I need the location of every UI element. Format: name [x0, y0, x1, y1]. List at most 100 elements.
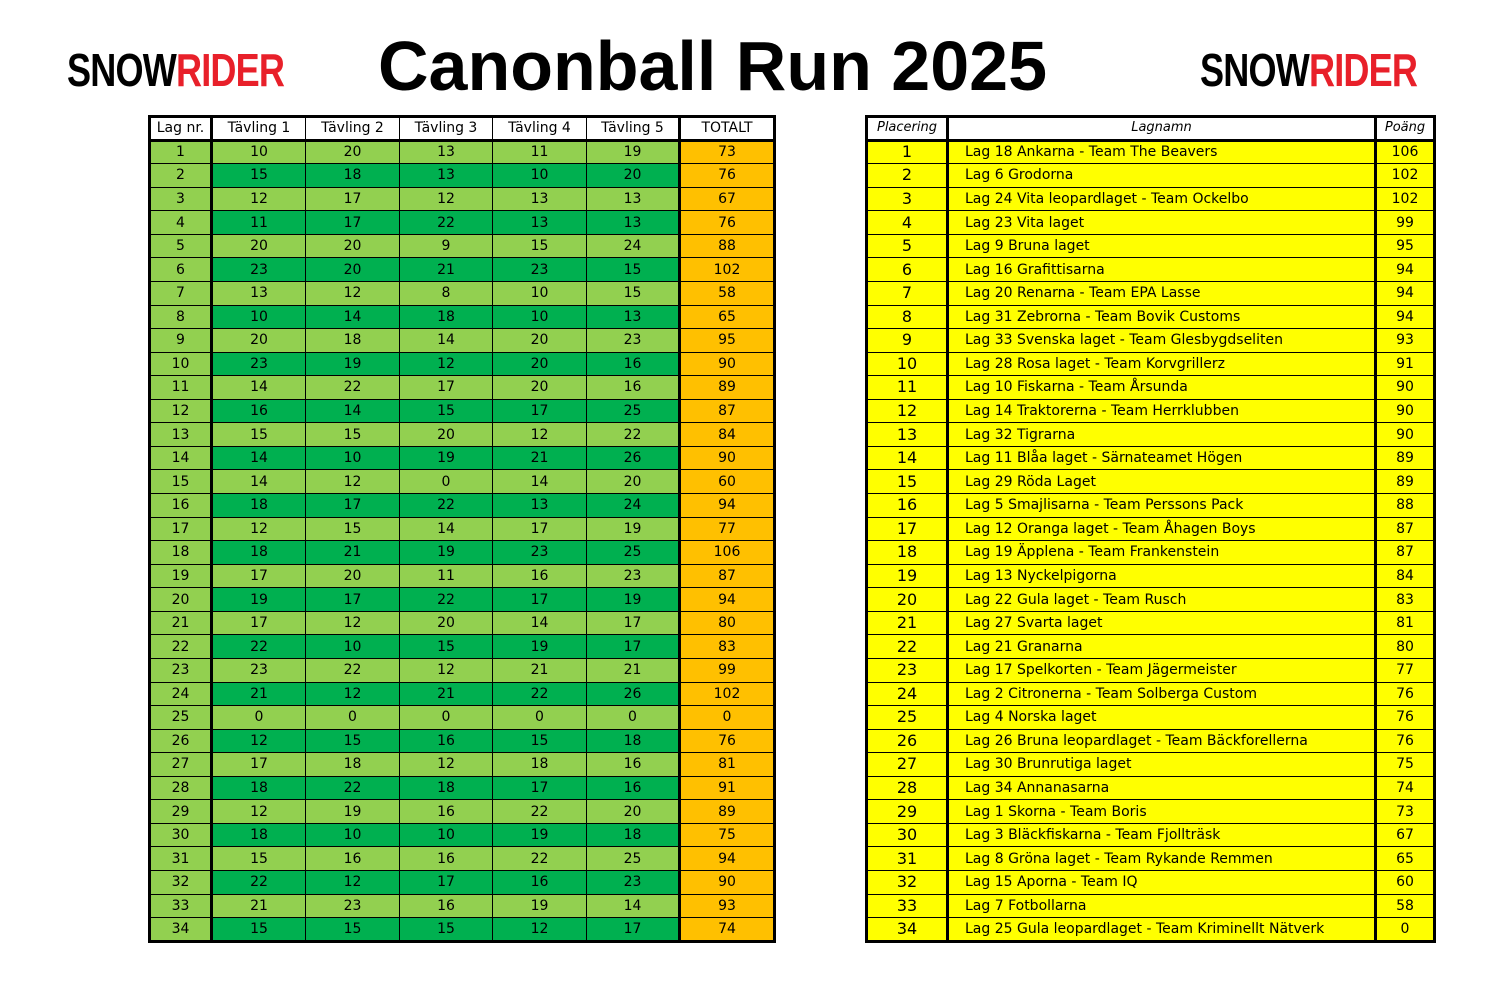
team-number: 20 — [149, 587, 213, 612]
team-name-cell: Lag 17 Spelkorten - Team Jägermeister — [947, 657, 1376, 683]
team-number: 27 — [149, 752, 213, 777]
total-cell: 80 — [678, 610, 775, 636]
snowrider-logo-right: SNOWRIDER — [1200, 44, 1418, 97]
team-name-cell: Lag 13 Nyckelpigorna — [947, 563, 1376, 589]
score-cell: 18 — [399, 775, 493, 801]
total-cell: 90 — [678, 445, 775, 471]
score-cell: 12 — [399, 752, 493, 777]
table-row: 14 Lag 11 Blåa laget - Särnateamet Högen 8… — [866, 445, 1435, 471]
points-cell: 93 — [1374, 328, 1435, 353]
placement-cell: 6 — [866, 257, 949, 282]
score-cell: 19 — [586, 139, 680, 165]
score-cell: 16 — [492, 870, 587, 895]
score-cell: 16 — [399, 799, 493, 824]
column-header: Tävling 1 — [211, 116, 306, 142]
snowrider-logo-left: SNOWRIDER — [67, 44, 285, 97]
score-cell: 22 — [492, 681, 587, 707]
score-cell: 19 — [305, 351, 400, 377]
score-cell: 10 — [492, 304, 587, 330]
total-cell: 58 — [678, 280, 775, 306]
points-cell: 102 — [1374, 186, 1435, 212]
points-cell: 81 — [1374, 610, 1435, 636]
placement-cell: 27 — [866, 752, 949, 777]
table-row: 22 22 10 15 19 17 83 — [149, 634, 775, 659]
team-number: 30 — [149, 822, 213, 848]
points-cell: 75 — [1374, 752, 1435, 777]
score-cell: 12 — [211, 516, 306, 542]
score-cell: 12 — [305, 681, 400, 707]
points-cell: 0 — [1374, 917, 1435, 942]
score-cell: 13 — [492, 186, 587, 212]
score-cell: 12 — [399, 657, 493, 683]
score-cell: 10 — [492, 280, 587, 306]
team-number: 29 — [149, 799, 213, 824]
team-name-cell: Lag 34 Annanasarna — [947, 775, 1376, 801]
total-cell: 94 — [678, 493, 775, 518]
total-cell: 74 — [678, 917, 775, 942]
score-cell: 17 — [492, 775, 587, 801]
score-cell: 19 — [211, 587, 306, 612]
table-row: 7 Lag 20 Renarna - Team EPA Lasse 94 — [866, 280, 1435, 306]
placement-cell: 19 — [866, 563, 949, 589]
score-cell: 21 — [399, 681, 493, 707]
total-cell: 89 — [678, 799, 775, 824]
score-cell: 22 — [305, 375, 400, 400]
points-cell: 76 — [1374, 681, 1435, 707]
team-name-cell: Lag 16 Grafittisarna — [947, 257, 1376, 282]
team-number: 15 — [149, 469, 213, 494]
table-row: 32 22 12 17 16 23 90 — [149, 870, 775, 895]
team-number: 31 — [149, 846, 213, 871]
score-cell: 23 — [305, 893, 400, 919]
points-cell: 102 — [1374, 163, 1435, 188]
table-row: 20 Lag 22 Gula laget - Team Rusch 83 — [866, 587, 1435, 612]
placement-cell: 7 — [866, 280, 949, 306]
team-number: 11 — [149, 375, 213, 400]
score-cell: 26 — [586, 681, 680, 707]
score-cell: 18 — [586, 822, 680, 848]
table-row: 13 Lag 32 Tigrarna 90 — [866, 422, 1435, 447]
score-cell: 15 — [305, 917, 400, 942]
score-cell: 18 — [586, 728, 680, 754]
score-cell: 20 — [586, 799, 680, 824]
score-cell: 18 — [211, 540, 306, 565]
team-name-cell: Lag 5 Smajlisarna - Team Perssons Pack — [947, 493, 1376, 518]
score-cell: 15 — [586, 280, 680, 306]
table-row: 14 14 10 19 21 26 90 — [149, 445, 775, 471]
team-name-cell: Lag 29 Röda Laget — [947, 469, 1376, 494]
total-cell: 88 — [678, 233, 775, 259]
score-cell: 17 — [492, 398, 587, 424]
score-cell: 25 — [586, 846, 680, 871]
table-row: 3 12 17 12 13 13 67 — [149, 186, 775, 212]
points-cell: 84 — [1374, 563, 1435, 589]
score-cell: 17 — [492, 587, 587, 612]
placement-cell: 17 — [866, 516, 949, 542]
team-name-cell: Lag 3 Bläckfiskarna - Team Fjollträsk — [947, 822, 1376, 848]
table-row: 5 20 20 9 15 24 88 — [149, 233, 775, 259]
score-cell: 13 — [586, 186, 680, 212]
team-name-cell: Lag 30 Brunrutiga laget — [947, 752, 1376, 777]
column-header: Lag nr. — [149, 116, 213, 142]
points-cell: 94 — [1374, 280, 1435, 306]
score-cell: 17 — [586, 634, 680, 659]
team-number: 5 — [149, 233, 213, 259]
score-cell: 17 — [586, 610, 680, 636]
placement-cell: 5 — [866, 233, 949, 259]
score-cell: 13 — [586, 304, 680, 330]
score-cell: 18 — [305, 163, 400, 188]
table-row: 20 19 17 22 17 19 94 — [149, 587, 775, 612]
score-cell: 21 — [305, 540, 400, 565]
table-row: 21 Lag 27 Svarta laget 81 — [866, 610, 1435, 636]
score-cell: 10 — [399, 822, 493, 848]
column-header: Tävling 4 — [492, 116, 587, 142]
score-cell: 20 — [492, 328, 587, 353]
total-cell: 95 — [678, 328, 775, 353]
score-cell: 18 — [305, 328, 400, 353]
score-cell: 17 — [305, 493, 400, 518]
placement-cell: 18 — [866, 540, 949, 565]
score-cell: 18 — [305, 752, 400, 777]
points-cell: 76 — [1374, 728, 1435, 754]
score-cell: 22 — [305, 657, 400, 683]
table-row: 21 17 12 20 14 17 80 — [149, 610, 775, 636]
table-row: 16 Lag 5 Smajlisarna - Team Perssons Pack… — [866, 493, 1435, 518]
team-number: 10 — [149, 351, 213, 377]
